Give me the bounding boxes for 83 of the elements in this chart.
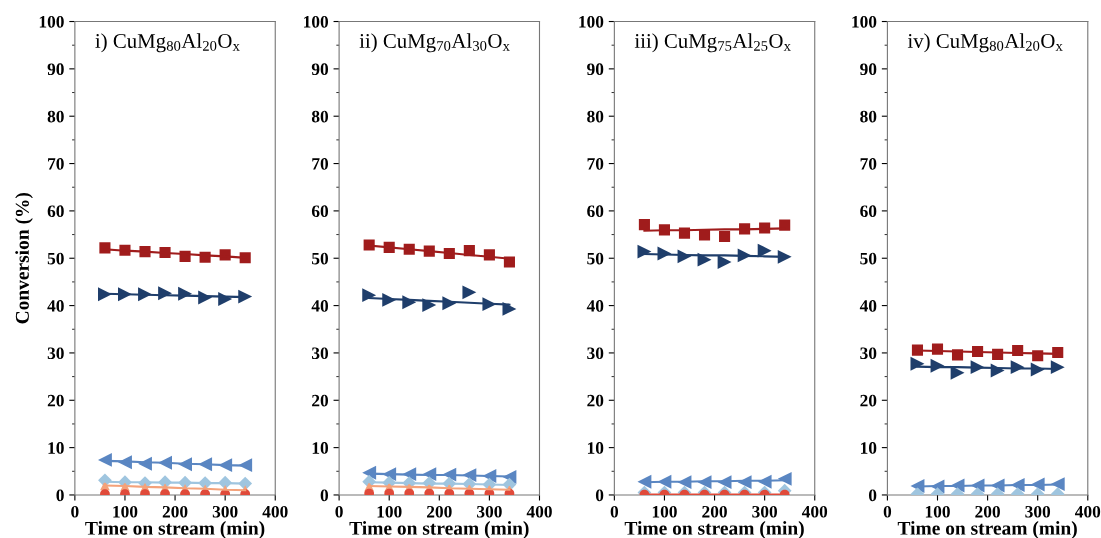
y-tick-label: 100 [852,16,877,28]
y-tick-label: 40 [47,300,64,312]
y-tick-label: 10 [312,442,329,454]
y-tick-label: 90 [47,63,64,76]
x-tick-label: 200 [702,505,727,518]
y-tick-label: 70 [587,158,604,170]
text: iii) CuMg$_{75}$Al$_{25}$O$_{x}$ [634,33,791,53]
point [462,285,477,300]
y-axis-title: Conversion (%) [15,192,33,324]
point [719,230,731,243]
x-tick-label: 0 [610,505,619,518]
x-tick-label: 300 [752,505,777,518]
y-tick-label: 20 [860,394,877,407]
y-tick-label: 40 [859,300,877,312]
y-tick-label: 80 [587,110,604,123]
y-tick-label: 90 [311,63,329,76]
y-tick-label: 50 [312,252,329,265]
x-tick-label: 400 [526,505,552,518]
point [362,288,377,303]
x-tick-label: 400 [801,505,828,518]
x-tick-label: 300 [477,505,502,518]
y-tick-label: 70 [312,158,329,170]
y-tick-label: 50 [587,252,604,265]
y-tick-label: 40 [586,300,604,312]
x-axis-title: Time on stream (min) [85,521,265,538]
y-tick-label: 30 [860,347,877,360]
y-tick-label: 10 [48,442,64,454]
x-axis-title: Time on stream (min) [897,521,1077,538]
x-tick-label: 400 [1075,505,1101,518]
y-tick-label: 80 [311,110,329,123]
x-tick-label: 200 [427,505,452,518]
point [502,301,517,316]
point [638,219,650,231]
y-tick-label: 80 [860,110,877,123]
x-tick-label: 100 [652,505,677,518]
x-tick-label: 200 [162,505,188,518]
y-tick-label: 60 [860,205,877,218]
point [503,256,515,268]
y-tick-label: 70 [860,158,877,170]
y-tick-label: 50 [860,252,877,265]
y-tick-label: 20 [47,394,64,407]
y-tick-label: 90 [860,63,877,76]
y-tick-label: 0 [595,489,604,502]
y-tick-label: 0 [56,489,64,502]
y-tick-label: 0 [868,489,877,502]
y-tick-label: 90 [587,63,604,76]
y-tick-label: 40 [311,300,329,312]
x-tick-label: 300 [1025,505,1051,518]
x-tick-label: 400 [262,505,288,518]
text: iv) CuMg$_{80}$Al$_{20}$O$_{x}$ [907,33,1063,53]
y-tick-label: 100 [39,16,64,28]
text: i) CuMg$_{80}$Al$_{20}$O$_{x}$ [95,33,240,53]
y-tick-label: 30 [587,347,604,360]
x-tick-label: 300 [212,505,238,518]
x-axis-title: Time on stream (min) [624,521,804,538]
y-tick-label: 10 [587,442,604,454]
y-tick-label: 10 [861,442,877,454]
x-tick-label: 100 [113,505,138,518]
y-tick-label: 20 [312,394,329,407]
x-tick-label: 0 [335,505,343,518]
x-tick-label: 100 [377,505,402,518]
point [777,471,792,486]
y-tick-label: 50 [47,252,64,265]
y-tick-label: 60 [311,205,329,218]
y-tick-label: 80 [47,110,64,123]
x-axis-title: Time on stream (min) [349,521,529,538]
point [363,239,375,251]
y-tick-label: 0 [320,489,329,502]
point [717,255,732,269]
x-tick-label: 0 [71,505,79,518]
y-tick-label: 100 [304,16,329,28]
y-tick-label: 30 [311,347,329,360]
y-tick-label: 70 [48,158,64,170]
y-tick-label: 60 [47,205,64,218]
x-tick-label: 200 [975,505,1000,518]
text: ii) CuMg$_{70}$Al$_{30}$O$_{x}$ [359,33,510,53]
y-tick-label: 30 [47,347,64,360]
y-tick-label: 100 [579,16,604,28]
y-tick-label: 20 [587,394,604,407]
x-tick-label: 100 [925,505,950,518]
point [637,244,652,259]
x-tick-label: 0 [883,505,892,518]
y-tick-label: 60 [587,205,604,218]
